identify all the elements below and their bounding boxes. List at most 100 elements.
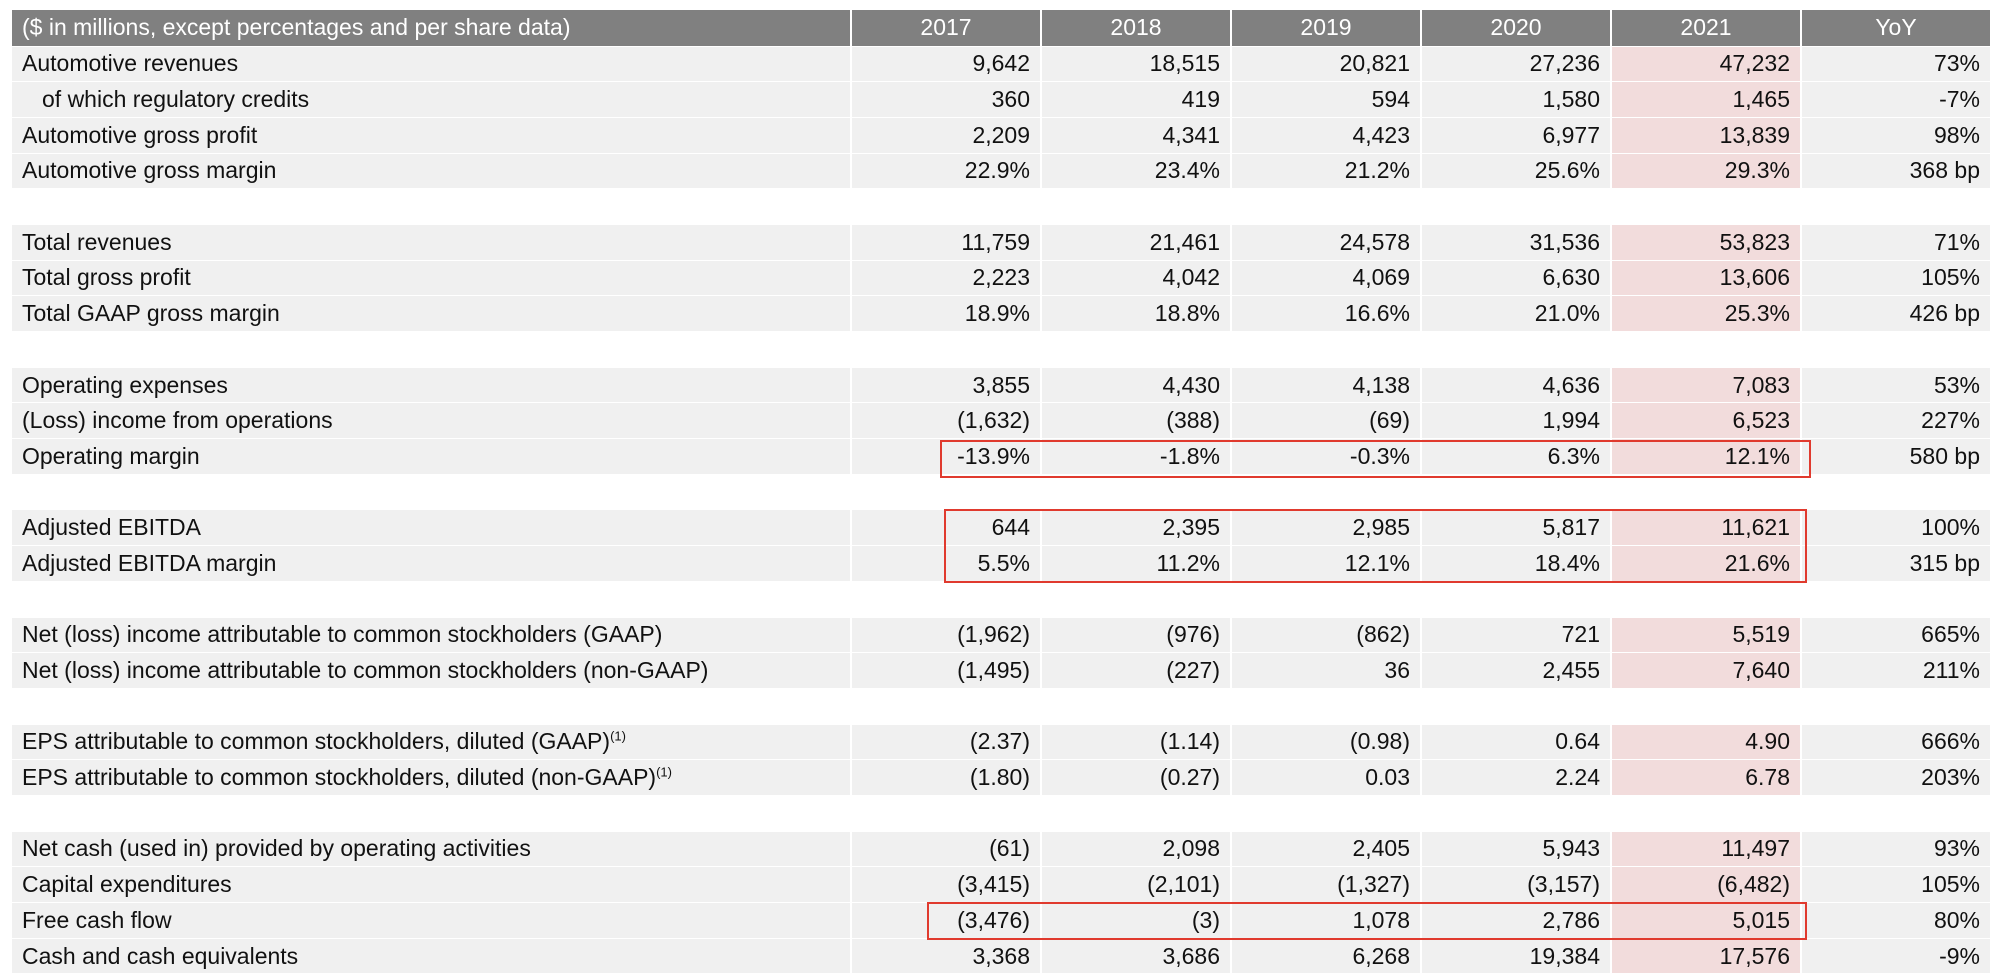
value-text: 2,395 [1162, 514, 1220, 541]
label-text: Net (loss) income attributable to common… [22, 657, 709, 684]
data-row: Net (loss) income attributable to common… [12, 652, 1992, 689]
row-label: Operating margin [12, 438, 852, 475]
value-cell: 31,536 [1421, 224, 1612, 261]
spacer-cell [1231, 331, 1422, 368]
value-cell: 80% [1801, 902, 1992, 939]
value-text: 18.9% [964, 300, 1030, 327]
value-cell: 3,686 [1041, 938, 1232, 973]
spacer-cell [1801, 795, 1992, 832]
spacer-cell [1801, 188, 1992, 225]
value-cell: 19,384 [1421, 938, 1612, 973]
value-text: 666% [1921, 728, 1980, 755]
value-cell: 11,621 [1611, 509, 1802, 547]
value-text: 4,138 [1352, 371, 1410, 398]
row-label: EPS attributable to common stockholders,… [12, 724, 852, 761]
value-cell: 211% [1801, 652, 1992, 689]
value-cell: 12.1% [1611, 438, 1802, 475]
spacer-cell [1801, 474, 1992, 511]
value-cell: -9% [1801, 938, 1992, 973]
value-cell: 4,069 [1231, 260, 1422, 297]
value-text: 20,821 [1339, 50, 1410, 77]
value-cell: 1,078 [1231, 902, 1422, 939]
value-cell: 594 [1231, 81, 1422, 118]
data-row: Total gross profit 2,223 4,042 4,069 6,630 13… [12, 260, 1992, 297]
label-text: Net (loss) income attributable to common… [22, 621, 663, 648]
value-cell: (3,157) [1421, 866, 1612, 903]
value-cell: 2,098 [1041, 831, 1232, 868]
value-cell: 665% [1801, 617, 1992, 654]
highlight-box [940, 440, 1811, 478]
value-text: 4,423 [1352, 121, 1410, 148]
value-cell: 6,268 [1231, 938, 1422, 973]
header-cell: 2018 [1041, 10, 1232, 47]
value-cell: 6,977 [1421, 117, 1612, 154]
spacer-cell [851, 795, 1042, 832]
label-text: Total GAAP gross margin [22, 300, 280, 327]
value-text: 11,621 [1721, 514, 1790, 541]
value-text: 36 [1384, 657, 1410, 684]
value-text: 1,994 [1542, 407, 1600, 434]
value-text: 3,368 [972, 942, 1030, 969]
spacer-row [12, 188, 1992, 225]
value-cell: (2,101) [1041, 866, 1232, 903]
spacer-cell [1231, 474, 1422, 511]
footnote-marker: (1) [656, 764, 672, 780]
value-text: 3,686 [1162, 942, 1220, 969]
value-text: 721 [1561, 621, 1600, 648]
value-cell: 21.6% [1611, 545, 1802, 582]
value-text: 105% [1921, 871, 1980, 898]
value-cell: 2,985 [1231, 509, 1422, 547]
spacer-cell [851, 331, 1042, 368]
row-label: Automotive gross margin [12, 153, 852, 190]
value-cell: 1,465 [1611, 81, 1802, 118]
value-text: 18.8% [1154, 300, 1220, 327]
row-label: Adjusted EBITDA [12, 509, 852, 547]
value-text: 19,384 [1529, 942, 1600, 969]
value-cell: 426 bp [1801, 295, 1992, 332]
value-text: 18,515 [1149, 50, 1220, 77]
value-cell: 73% [1801, 46, 1992, 83]
value-text: 9,642 [972, 50, 1030, 77]
spacer-cell [12, 795, 852, 832]
spacer-cell [1421, 474, 1612, 511]
value-text: 80% [1933, 906, 1980, 933]
value-text: 18.4% [1534, 549, 1600, 576]
row-label: Total revenues [12, 224, 852, 261]
value-cell: 3,368 [851, 938, 1042, 973]
label-text: Adjusted EBITDA [22, 514, 201, 541]
value-text: 13,606 [1719, 264, 1790, 291]
header-cell: 2019 [1231, 10, 1422, 47]
spacer-row [12, 331, 1992, 368]
value-cell: 360 [851, 81, 1042, 118]
row-label: Total GAAP gross margin [12, 295, 852, 332]
value-cell: 20,821 [1231, 46, 1422, 83]
value-cell: 2.24 [1421, 759, 1612, 796]
value-cell: (976) [1041, 617, 1232, 654]
label-text: Automotive revenues [22, 50, 239, 77]
value-text: 21.2% [1344, 157, 1410, 184]
label-text: EPS attributable to common stockholders,… [22, 764, 657, 791]
header-cell: 2017 [851, 10, 1042, 47]
value-cell: 4,138 [1231, 367, 1422, 404]
value-cell: 23.4% [1041, 153, 1232, 190]
data-row: Automotive revenues 9,642 18,515 20,821 27,2… [12, 46, 1992, 83]
financial-table: ($ in millions, except percentages and p… [12, 10, 1992, 973]
data-row: Total GAAP gross margin 18.9% 18.8% 16.6% 21… [12, 295, 1992, 332]
spacer-cell [1421, 581, 1612, 618]
value-cell: (1,632) [851, 402, 1042, 440]
value-text: 3,855 [972, 371, 1030, 398]
value-text: 4,341 [1162, 121, 1220, 148]
value-text: 73% [1933, 50, 1980, 77]
value-cell: -13.9% [851, 438, 1042, 475]
value-cell: 53,823 [1611, 224, 1802, 261]
value-cell: -0.3% [1231, 438, 1422, 475]
value-cell: -7% [1801, 81, 1992, 118]
value-text: (388) [1166, 407, 1220, 434]
highlight-box [944, 509, 1807, 583]
value-cell: 4,341 [1041, 117, 1232, 154]
value-text: 23.4% [1154, 157, 1220, 184]
value-cell: (69) [1231, 402, 1422, 440]
spacer-cell [1041, 474, 1232, 511]
value-text: 0.64 [1555, 728, 1600, 755]
footnote-marker: (1) [610, 728, 626, 744]
